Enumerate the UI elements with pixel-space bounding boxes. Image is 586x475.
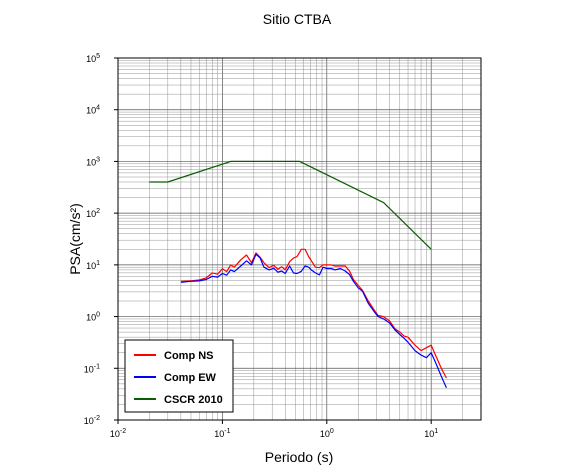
- y-tick-label: 102: [86, 208, 100, 219]
- y-axis-ticks: 10-2 10-1 100 101 102 103 104 105: [84, 53, 118, 426]
- plot-frame: [117, 57, 482, 421]
- y-tick-label: 105: [86, 53, 100, 64]
- x-tick-label: 101: [424, 428, 438, 439]
- y-axis-label: PSA(cm/s²): [67, 203, 83, 275]
- legend-label-comp-ew: Comp EW: [164, 372, 217, 384]
- y-tick-label: 100: [86, 312, 100, 323]
- series-line-comp-ew: [180, 253, 447, 389]
- y-tick-label: 10-2: [84, 415, 100, 426]
- x-axis-ticks: 10-2 10-1 100 101: [110, 420, 438, 439]
- x-tick-label: 100: [320, 428, 334, 439]
- legend-label-cscr-2010: CSCR 2010: [164, 394, 223, 406]
- x-tick-label: 10-2: [110, 428, 126, 439]
- legend-label-comp-ns: Comp NS: [164, 350, 214, 362]
- y-tick-label: 104: [86, 105, 100, 116]
- series-line-comp-ns: [180, 248, 447, 379]
- y-tick-label: 10-1: [84, 363, 100, 374]
- x-tick-label: 10-1: [214, 428, 230, 439]
- y-tick-label: 101: [86, 260, 100, 271]
- y-tick-label: 103: [86, 156, 100, 167]
- series-group: [149, 160, 447, 389]
- legend: Comp NS Comp EW CSCR 2010: [124, 339, 234, 413]
- grid: [118, 58, 481, 420]
- chart-title: Sitio CTBA: [263, 11, 332, 27]
- series-line-cscr-2010: [149, 160, 432, 250]
- x-axis-label: Periodo (s): [265, 449, 333, 465]
